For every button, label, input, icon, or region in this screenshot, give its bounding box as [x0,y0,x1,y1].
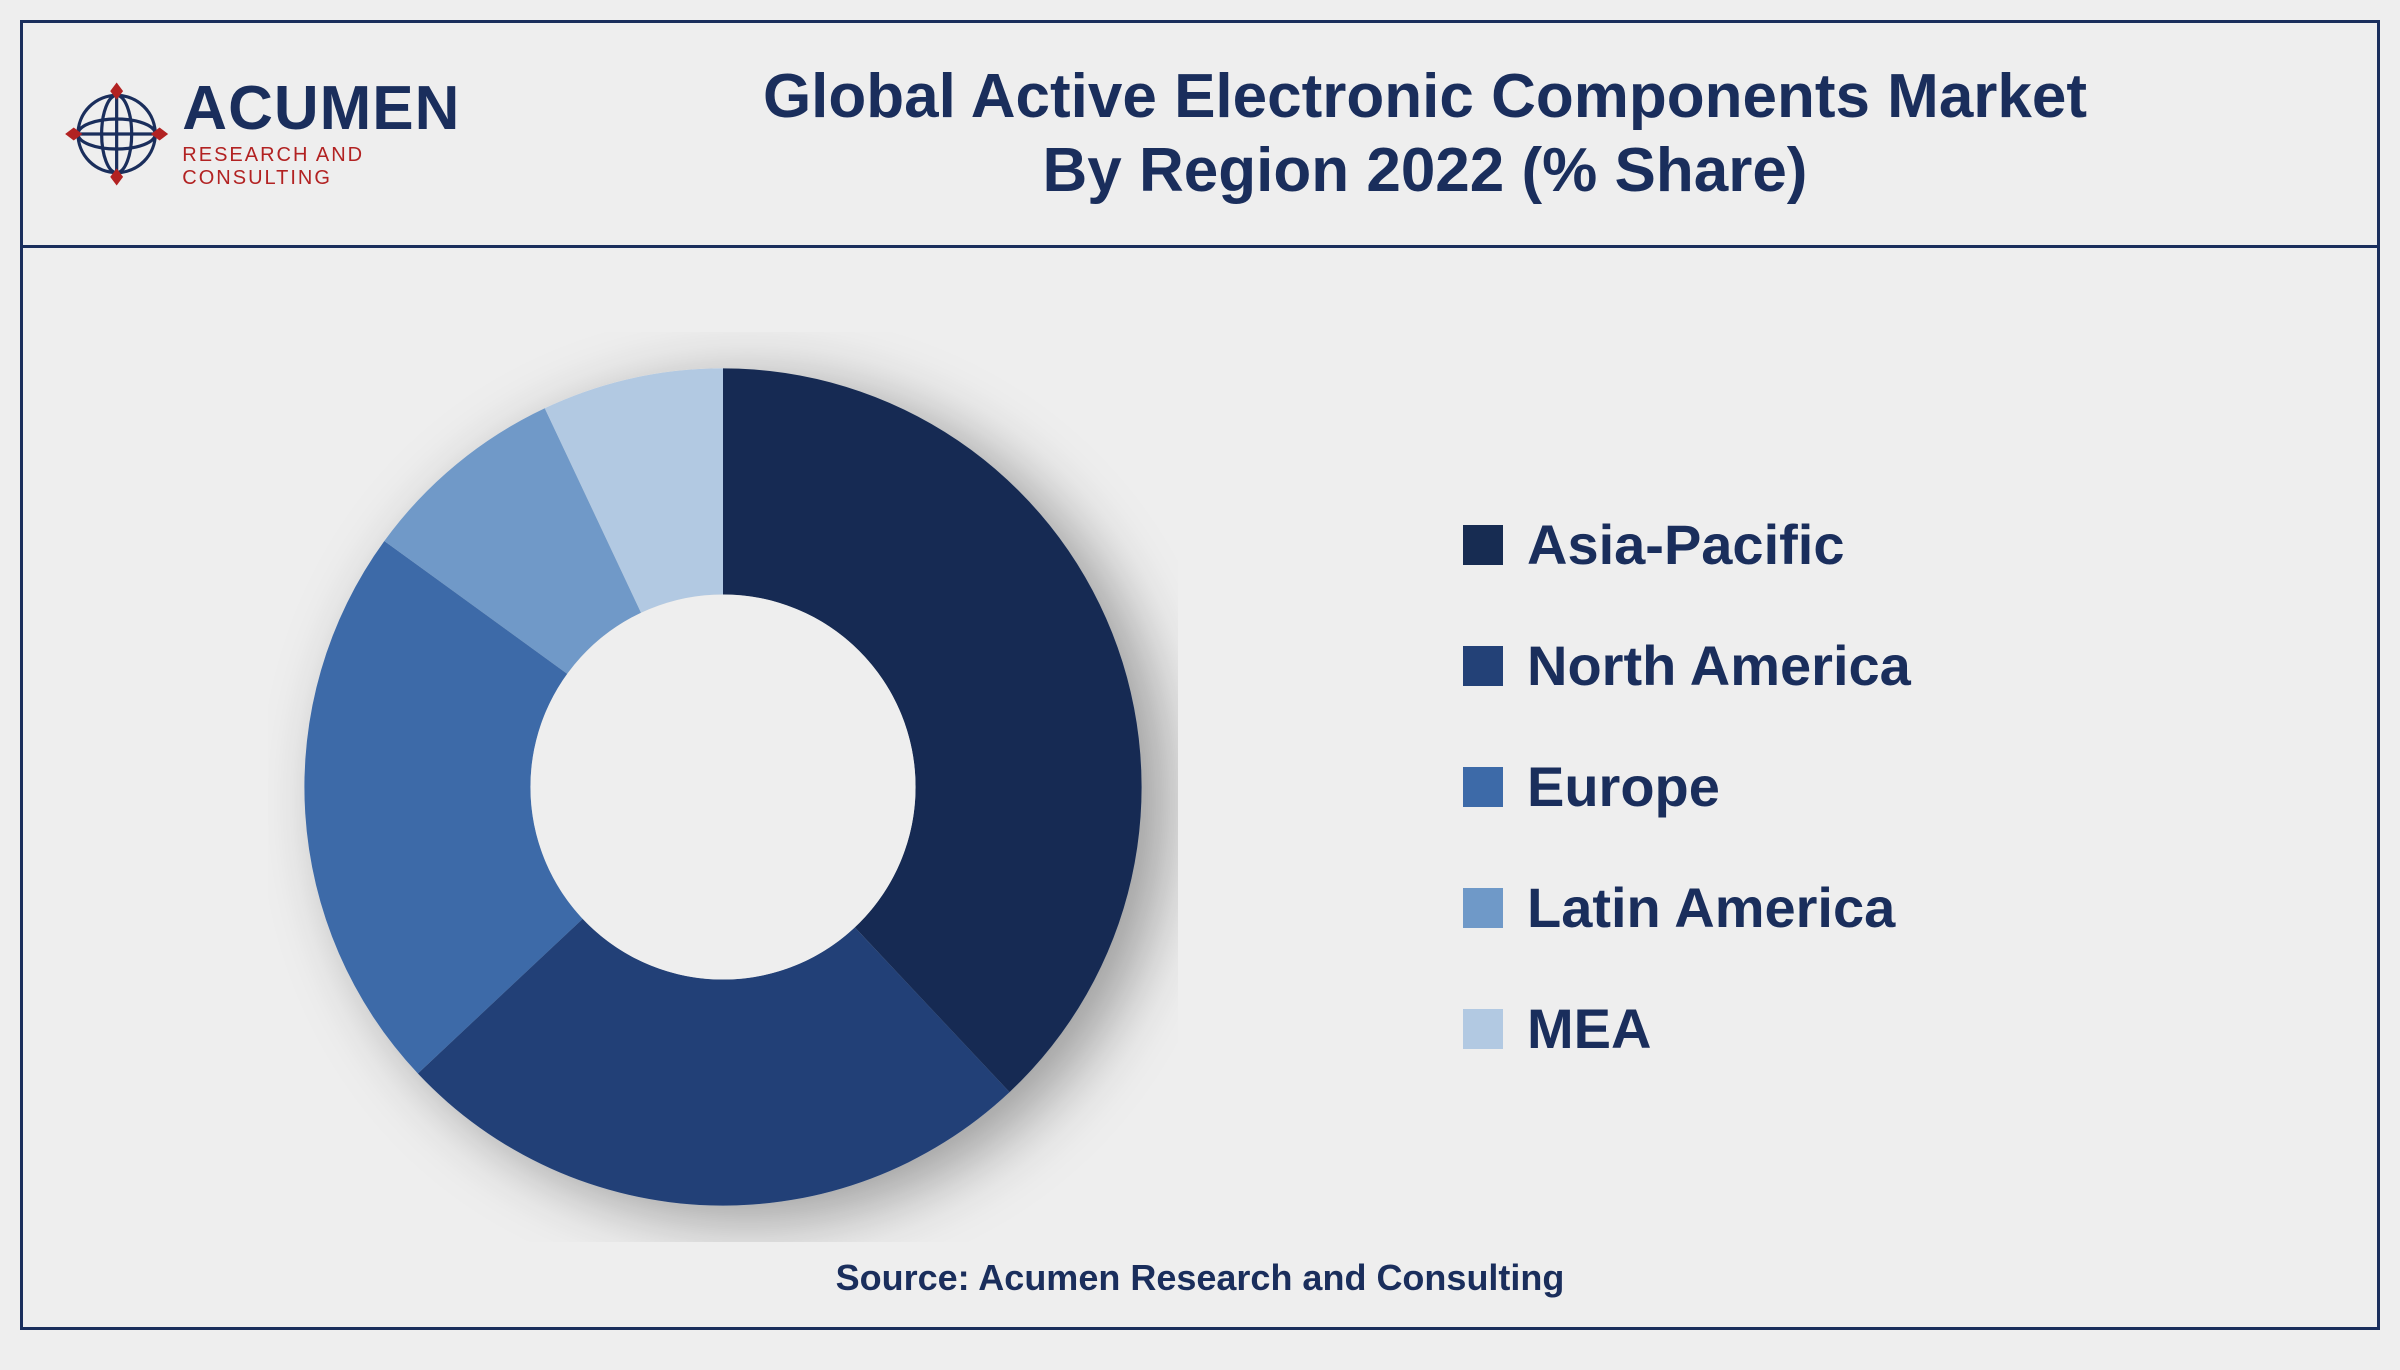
legend: Asia-Pacific North America Europe Latin Ame… [1423,512,2377,1061]
donut-chart-zone [23,332,1423,1242]
title-line-1: Global Active Electronic Components Mark… [513,60,2337,134]
legend-item: Asia-Pacific [1463,512,2377,577]
legend-swatch [1463,646,1503,686]
donut-hole [530,594,915,979]
brand-tagline: RESEARCH AND CONSULTING [182,144,513,190]
legend-swatch [1463,1009,1503,1049]
source-attribution: Source: Acumen Research and Consulting [23,1257,2377,1299]
brand-text: ACUMEN RESEARCH AND CONSULTING [182,78,513,190]
legend-label: MEA [1527,996,1651,1061]
legend-label: North America [1527,633,1911,698]
report-frame: ACUMEN RESEARCH AND CONSULTING Global Ac… [20,20,2380,1330]
header-bar: ACUMEN RESEARCH AND CONSULTING Global Ac… [23,23,2377,248]
legend-swatch [1463,888,1503,928]
brand-name: ACUMEN [182,78,513,140]
donut-chart [268,332,1178,1242]
legend-item: North America [1463,633,2377,698]
legend-label: Asia-Pacific [1527,512,1845,577]
legend-item: MEA [1463,996,2377,1061]
legend-label: Europe [1527,754,1720,819]
legend-label: Latin America [1527,875,1895,940]
globe-icon [63,79,170,189]
legend-item: Latin America [1463,875,2377,940]
legend-item: Europe [1463,754,2377,819]
legend-swatch [1463,767,1503,807]
title-line-2: By Region 2022 (% Share) [513,134,2337,208]
legend-swatch [1463,525,1503,565]
chart-body: Asia-Pacific North America Europe Latin Ame… [23,248,2377,1325]
brand-logo: ACUMEN RESEARCH AND CONSULTING [63,78,513,190]
chart-title: Global Active Electronic Components Mark… [513,60,2337,209]
